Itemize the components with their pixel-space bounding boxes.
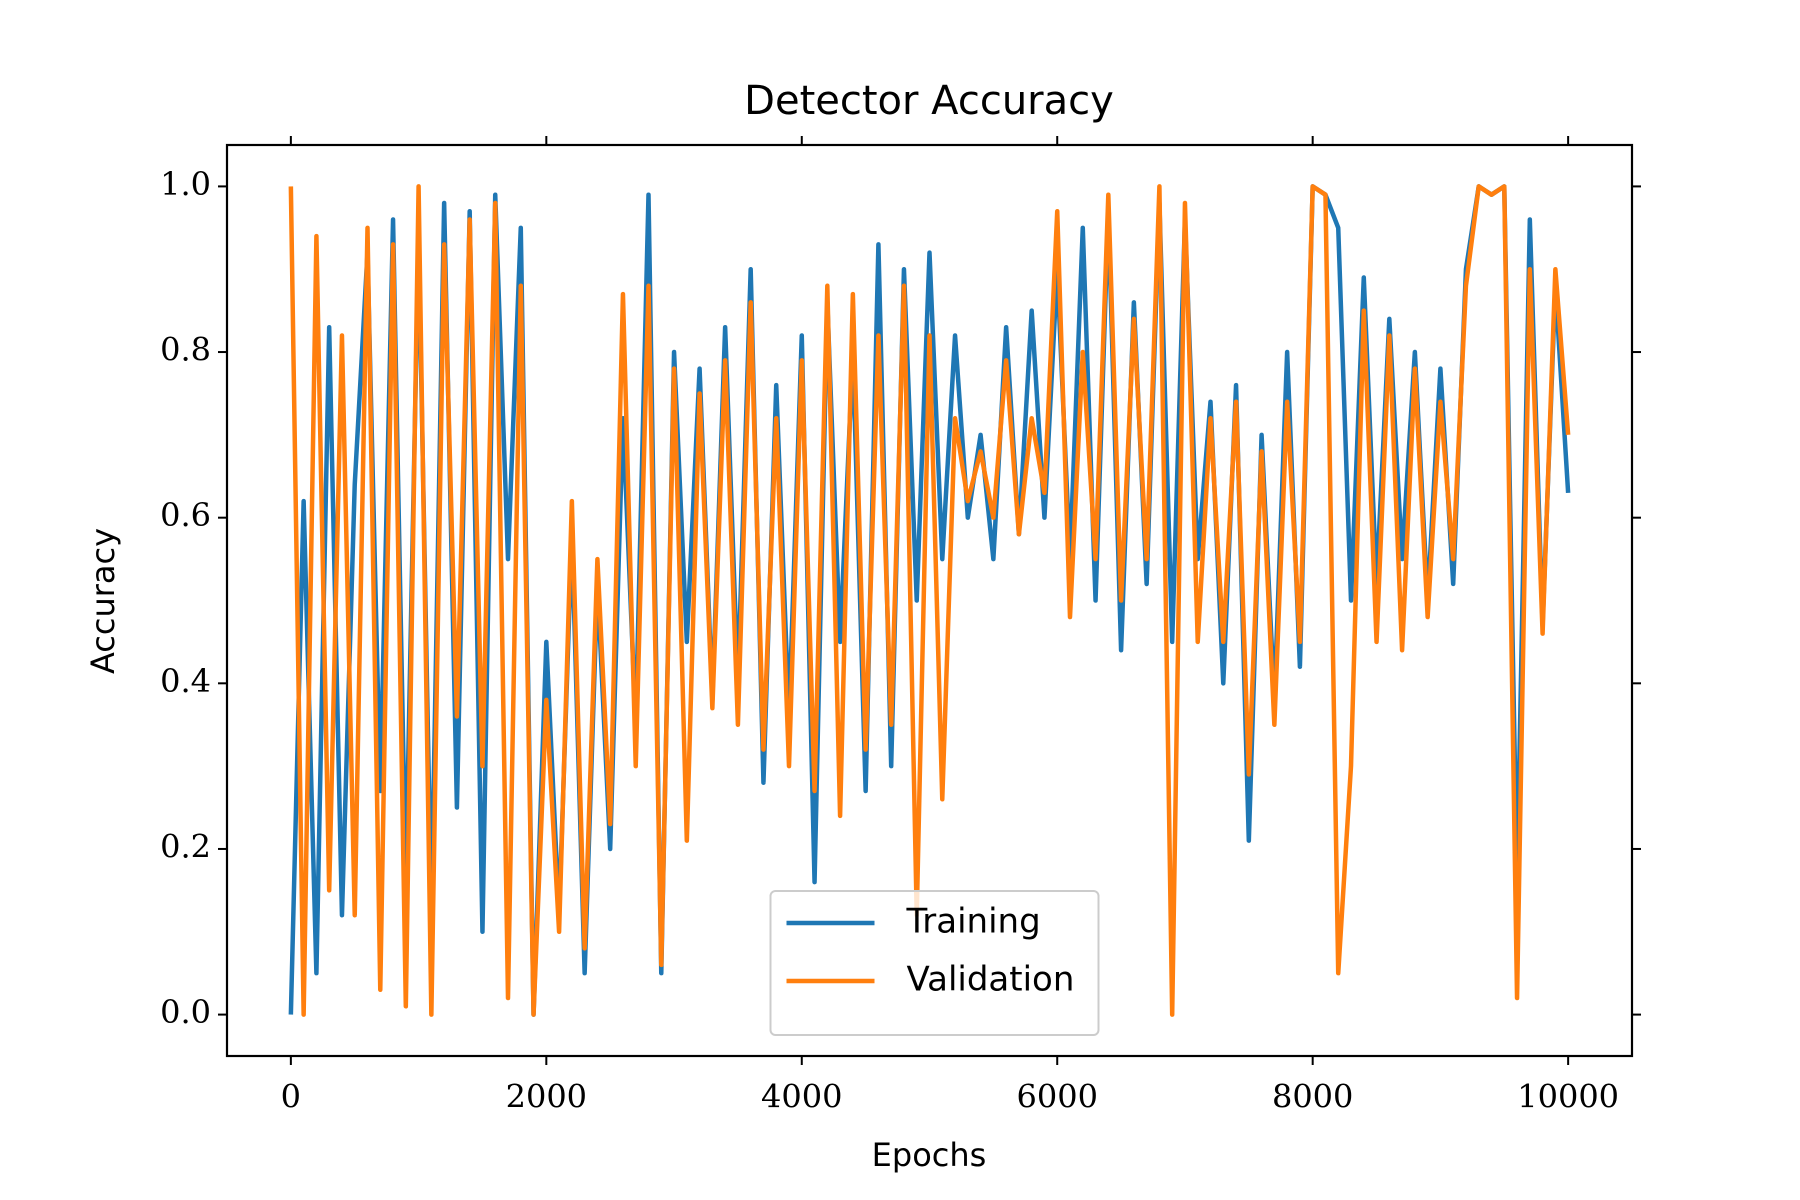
chart-title: Detector Accuracy: [744, 78, 1114, 124]
legend-label: Training: [906, 902, 1041, 942]
x-tick-label: 2000: [506, 1078, 587, 1116]
x-tick-label: 6000: [1017, 1078, 1098, 1116]
x-axis-label: Epochs: [872, 1136, 987, 1174]
x-tick-label: 10000: [1517, 1078, 1619, 1116]
legend-box: [769, 890, 1100, 1036]
data-line: [288, 184, 1571, 1017]
plot-frame: [225, 143, 1634, 1058]
y-tick-label: 0.4: [160, 662, 211, 700]
legend-label: Validation: [907, 960, 1075, 1000]
y-tick-label: 0.6: [160, 496, 211, 534]
x-tick-label: 4000: [761, 1078, 842, 1116]
data-line: [288, 184, 1571, 1017]
x-tick-label: 8000: [1272, 1078, 1353, 1116]
y-tick-label: 1.0: [160, 165, 211, 203]
x-tick-label: 0: [281, 1078, 301, 1116]
y-axis-label: Accuracy: [84, 528, 122, 674]
y-tick-label: 0.0: [160, 993, 211, 1031]
y-tick-label: 0.2: [160, 827, 211, 865]
y-tick-label: 0.8: [160, 331, 211, 369]
